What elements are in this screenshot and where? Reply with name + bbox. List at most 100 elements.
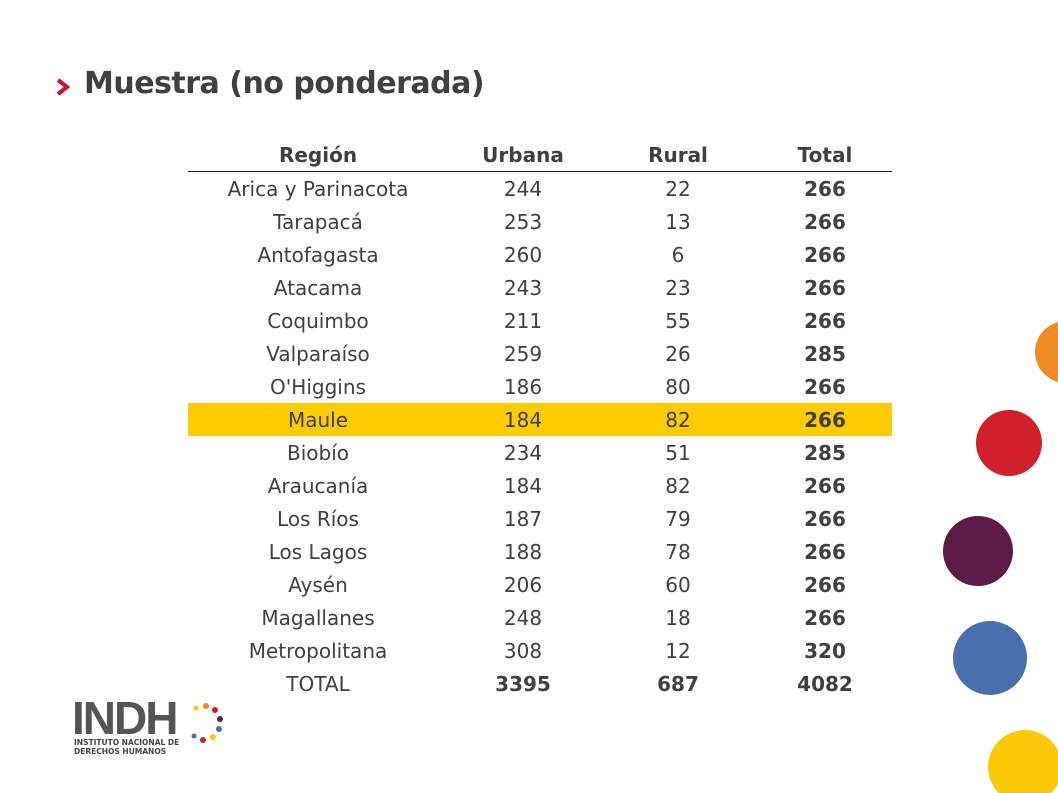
dot <box>217 716 223 722</box>
region-cell: Maule <box>287 407 349 432</box>
region-cell: Araucanía <box>267 473 369 498</box>
table-row: Valparaíso 259 26 285 <box>188 337 892 370</box>
value-cell: 266 <box>804 572 846 597</box>
value-cell: 6 <box>671 242 685 267</box>
value-cell: 206 <box>503 572 543 597</box>
value-cell: 13 <box>665 209 691 234</box>
region-cell: Valparaíso <box>266 341 370 366</box>
table-row: Coquimbo 211 55 266 <box>188 304 892 337</box>
circle-purple <box>943 516 1013 586</box>
value-cell: 266 <box>804 473 846 498</box>
region-cell: Atacama <box>273 275 363 300</box>
logo-dots <box>191 703 223 743</box>
dot <box>216 726 222 732</box>
table-row: Los Lagos 188 78 266 <box>188 535 892 568</box>
circle-red <box>976 410 1042 476</box>
value-cell: 266 <box>804 242 846 267</box>
region-cell: Biobío <box>286 440 349 465</box>
value-cell: 259 <box>503 341 543 366</box>
value-cell: 184 <box>503 473 543 498</box>
value-cell: 51 <box>665 440 691 465</box>
logo-line2: DERECHOS HUMANOS <box>74 747 166 756</box>
value-cell: 244 <box>503 176 543 201</box>
value-cell: 260 <box>503 242 543 267</box>
value-cell: 184 <box>503 407 543 432</box>
table-row: Los Ríos 187 79 266 <box>188 502 892 535</box>
table-row: Biobío 234 51 285 <box>188 436 892 469</box>
circle-blue <box>953 621 1027 695</box>
sample-table: Región Urbana Rural Total Arica y Parinacot… <box>188 139 892 700</box>
value-cell: 12 <box>665 638 691 663</box>
region-cell: Tarapacá <box>273 209 363 234</box>
value-cell: 248 <box>503 605 543 630</box>
table-row: Aysén 206 60 266 <box>188 568 892 601</box>
table-row: Metropolitana 308 12 320 <box>188 634 892 667</box>
value-cell: 285 <box>804 341 846 366</box>
region-cell: Metropolitana <box>248 638 388 663</box>
table-row: Antofagasta 260 6 266 <box>188 238 892 271</box>
logo-line1: INSTITUTO NACIONAL DE <box>74 738 179 747</box>
title: Muestra (no ponderada) <box>84 66 485 101</box>
region-cell: Antofagasta <box>257 242 379 267</box>
region-cell: O'Higgins <box>270 374 366 399</box>
value-cell: 82 <box>665 473 691 498</box>
value-cell: 82 <box>665 407 691 432</box>
value-cell: 243 <box>503 275 543 300</box>
logo: INDH INSTITUTO NACIONAL DE DERECHOS HUMA… <box>72 692 223 756</box>
value-cell: 266 <box>804 407 846 432</box>
value-cell: 308 <box>503 638 543 663</box>
dot <box>212 707 218 713</box>
value-cell: 26 <box>665 341 691 366</box>
value-cell: 266 <box>804 308 846 333</box>
value-cell: 79 <box>665 506 691 531</box>
table-row: Tarapacá 253 13 266 <box>188 205 892 238</box>
logo-name: INDH <box>72 692 176 744</box>
total-cell: 687 <box>657 671 699 696</box>
dot <box>191 733 197 739</box>
dot <box>200 737 206 743</box>
dot <box>193 705 199 711</box>
table-body: Arica y Parinacota 244 22 266 Tarapacá 253 13 2… <box>188 172 892 701</box>
value-cell: 320 <box>804 638 846 663</box>
value-cell: 55 <box>665 308 691 333</box>
table-row: O'Higgins 186 80 266 <box>188 370 892 403</box>
region-cell: Coquimbo <box>267 308 369 333</box>
value-cell: 253 <box>503 209 543 234</box>
value-cell: 266 <box>804 275 846 300</box>
total-cell: 3395 <box>495 671 551 696</box>
chevron-path <box>56 78 70 96</box>
value-cell: 80 <box>665 374 691 399</box>
value-cell: 188 <box>503 539 543 564</box>
circle-yellow <box>988 730 1058 793</box>
value-cell: 266 <box>804 374 846 399</box>
header-row: Región Urbana Rural Total <box>188 139 892 172</box>
value-cell: 266 <box>804 209 846 234</box>
region-cell: Los Ríos <box>277 506 359 531</box>
value-cell: 78 <box>665 539 691 564</box>
column-header: Rural <box>598 139 758 172</box>
value-cell: 18 <box>665 605 691 630</box>
table-row: Atacama 243 23 266 <box>188 271 892 304</box>
value-cell: 234 <box>503 440 543 465</box>
total-row: TOTAL 3395 687 4082 <box>188 667 892 700</box>
circle-orange <box>1035 322 1058 382</box>
table-row: Araucanía 184 82 266 <box>188 469 892 502</box>
value-cell: 266 <box>804 176 846 201</box>
total-cell: 4082 <box>797 671 853 696</box>
value-cell: 187 <box>503 506 543 531</box>
value-cell: 186 <box>503 374 543 399</box>
dot <box>203 703 209 709</box>
dot <box>210 734 216 740</box>
region-cell: Los Lagos <box>268 539 368 564</box>
table-row: Arica y Parinacota 244 22 266 <box>188 172 892 206</box>
chevron <box>56 78 70 96</box>
total-label: TOTAL <box>286 671 350 696</box>
table-row: Maule 184 82 266 <box>188 403 892 436</box>
value-cell: 22 <box>665 176 691 201</box>
value-cell: 266 <box>804 506 846 531</box>
column-header: Región <box>188 139 448 172</box>
value-cell: 60 <box>665 572 691 597</box>
value-cell: 266 <box>804 539 846 564</box>
